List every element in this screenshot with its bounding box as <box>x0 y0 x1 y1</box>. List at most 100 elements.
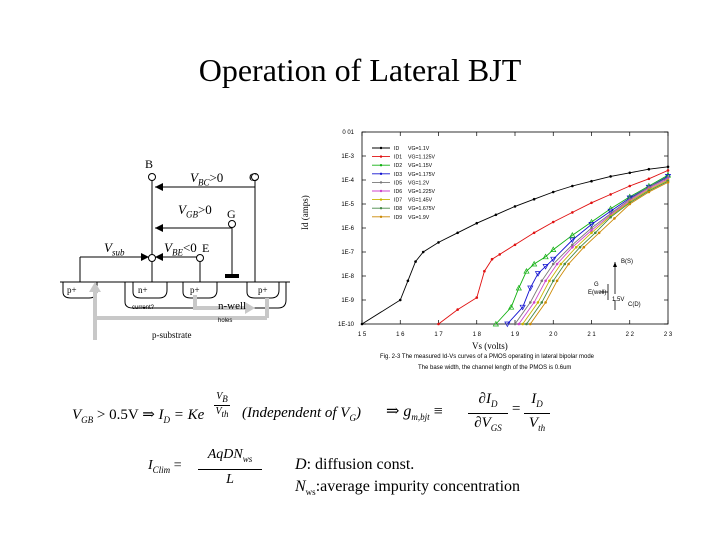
definition-d: D: diffusion const. <box>295 456 415 473</box>
legend-name: ID8 <box>394 206 402 212</box>
legend-name: ID2 <box>394 163 402 169</box>
data-point <box>548 279 551 283</box>
data-point <box>540 279 544 283</box>
series-line <box>495 174 669 325</box>
y-tick-label: 1E-4 <box>341 178 354 184</box>
equation-3: IClim = <box>148 458 182 475</box>
data-point <box>647 177 651 181</box>
label-p-right: p+ <box>258 285 268 295</box>
inset-label-voltage: 1.5V <box>612 297 625 303</box>
data-point <box>666 169 670 172</box>
label-e: E <box>202 241 210 255</box>
data-point <box>360 322 364 326</box>
id-vs-chart: 0 01 1E-3 1E-4 1E-5 1E-6 1E-7 1E-8 1E-9 1E-101 5… <box>338 130 673 338</box>
legend-name: ID3 <box>394 172 402 178</box>
data-point <box>517 322 521 326</box>
label-vbe: VBE<0 <box>164 240 197 258</box>
data-point <box>492 320 499 327</box>
data-point <box>647 167 651 171</box>
data-point <box>613 217 616 220</box>
inset-label-cd: C(D) <box>628 302 641 308</box>
data-point <box>666 181 670 184</box>
slide-title: Operation of Lateral BJT <box>198 52 522 88</box>
x-tick-label: 2 2 <box>626 332 635 338</box>
series-line <box>522 179 669 325</box>
data-point <box>508 303 515 310</box>
data-point <box>531 260 538 267</box>
inset-label-bs: B(S) <box>621 259 633 265</box>
x-tick-label: 1 8 <box>473 332 482 338</box>
terminal-e <box>196 254 204 262</box>
data-point <box>571 211 574 214</box>
x-tick-label: 1 7 <box>434 332 443 338</box>
data-point <box>628 171 632 175</box>
data-point <box>590 179 593 183</box>
data-point <box>525 322 528 326</box>
label-b: B <box>145 157 154 171</box>
series-id1 <box>437 169 670 326</box>
data-point <box>532 197 536 201</box>
data-point <box>437 322 440 326</box>
data-point <box>504 321 511 328</box>
data-point <box>555 279 559 283</box>
x-tick-label: 1 6 <box>396 332 405 338</box>
series-id2 <box>492 171 672 327</box>
terminal-b <box>148 173 156 181</box>
data-point <box>569 237 576 244</box>
legend-marker <box>379 172 383 175</box>
legend-marker <box>379 164 383 167</box>
terminal-base-node <box>148 254 156 262</box>
legend-marker <box>379 189 383 193</box>
y-tick-label: 1E-7 <box>341 250 354 256</box>
series-line <box>514 177 669 325</box>
equation-2-derivative: ∂ID ∂VGS <box>468 390 508 437</box>
data-point <box>513 322 517 326</box>
label-vgb: VGB>0 <box>178 202 212 220</box>
label-psubstrate: p-substrate <box>152 330 192 340</box>
data-point <box>534 271 542 277</box>
legend-marker <box>379 181 383 184</box>
data-point <box>544 279 547 283</box>
y-tick-label: 1E-10 <box>338 322 355 328</box>
definition-nws: Nws:average impurity concentration <box>295 478 521 498</box>
data-point <box>498 253 501 256</box>
series-id8 <box>525 179 670 326</box>
legend-vg: VG=1.675V <box>408 206 436 212</box>
label-current: current? <box>132 305 155 311</box>
chart-caption-line1: Fig. 2-3 The measured Id-Vs curves of a … <box>380 354 594 360</box>
series-line <box>361 166 669 325</box>
x-tick-label: 2 1 <box>587 332 596 338</box>
data-point <box>590 226 593 230</box>
data-point <box>406 279 410 283</box>
data-point <box>475 296 479 299</box>
data-point <box>555 262 559 266</box>
y-tick-label: 1E-6 <box>341 226 354 232</box>
inset-label-ewell: E(well) <box>588 290 607 296</box>
legend-name: ID1 <box>394 155 402 161</box>
data-point <box>588 222 595 228</box>
label-c: C <box>249 170 258 184</box>
data-point <box>590 231 593 235</box>
legend-marker <box>379 155 383 158</box>
data-point <box>590 201 593 205</box>
legend-vg: VG=1.45V <box>408 198 433 204</box>
data-point <box>550 256 557 263</box>
x-tick-label: 1 9 <box>511 332 520 338</box>
y-tick-label: 1E-8 <box>341 274 354 280</box>
data-point <box>590 229 593 232</box>
data-point <box>550 246 557 252</box>
chart-xlabel: Vs (volts) <box>472 341 508 351</box>
data-point <box>456 231 459 235</box>
inset-label-g: G <box>594 282 599 288</box>
data-point <box>540 301 544 304</box>
data-point <box>542 264 549 270</box>
label-vbc: VBC>0 <box>190 170 224 188</box>
x-tick-label: 2 0 <box>549 332 558 338</box>
equation-1-note: (Independent of VG) <box>242 405 361 423</box>
data-point <box>569 231 576 238</box>
legend-vg: VG=1.125V <box>408 155 436 161</box>
data-point <box>527 285 534 292</box>
data-point <box>519 304 526 311</box>
data-point <box>551 220 555 224</box>
lateral-bjt-cross-section <box>60 173 290 340</box>
